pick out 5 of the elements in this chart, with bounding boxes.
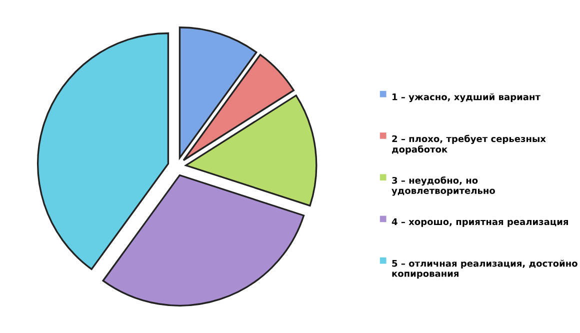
legend-label: 3 – неудобно, но удовлетворительно	[392, 176, 495, 196]
legend-label: 1 – ужасно, худший вариант	[392, 93, 540, 102]
legend-label: 5 – отличная реализация, достойно копирования	[392, 260, 578, 279]
legend-label: 4 – хорошо, приятная реализация	[392, 218, 568, 227]
legend-label: 2 – плохо, требует серьезных доработок	[392, 134, 546, 154]
